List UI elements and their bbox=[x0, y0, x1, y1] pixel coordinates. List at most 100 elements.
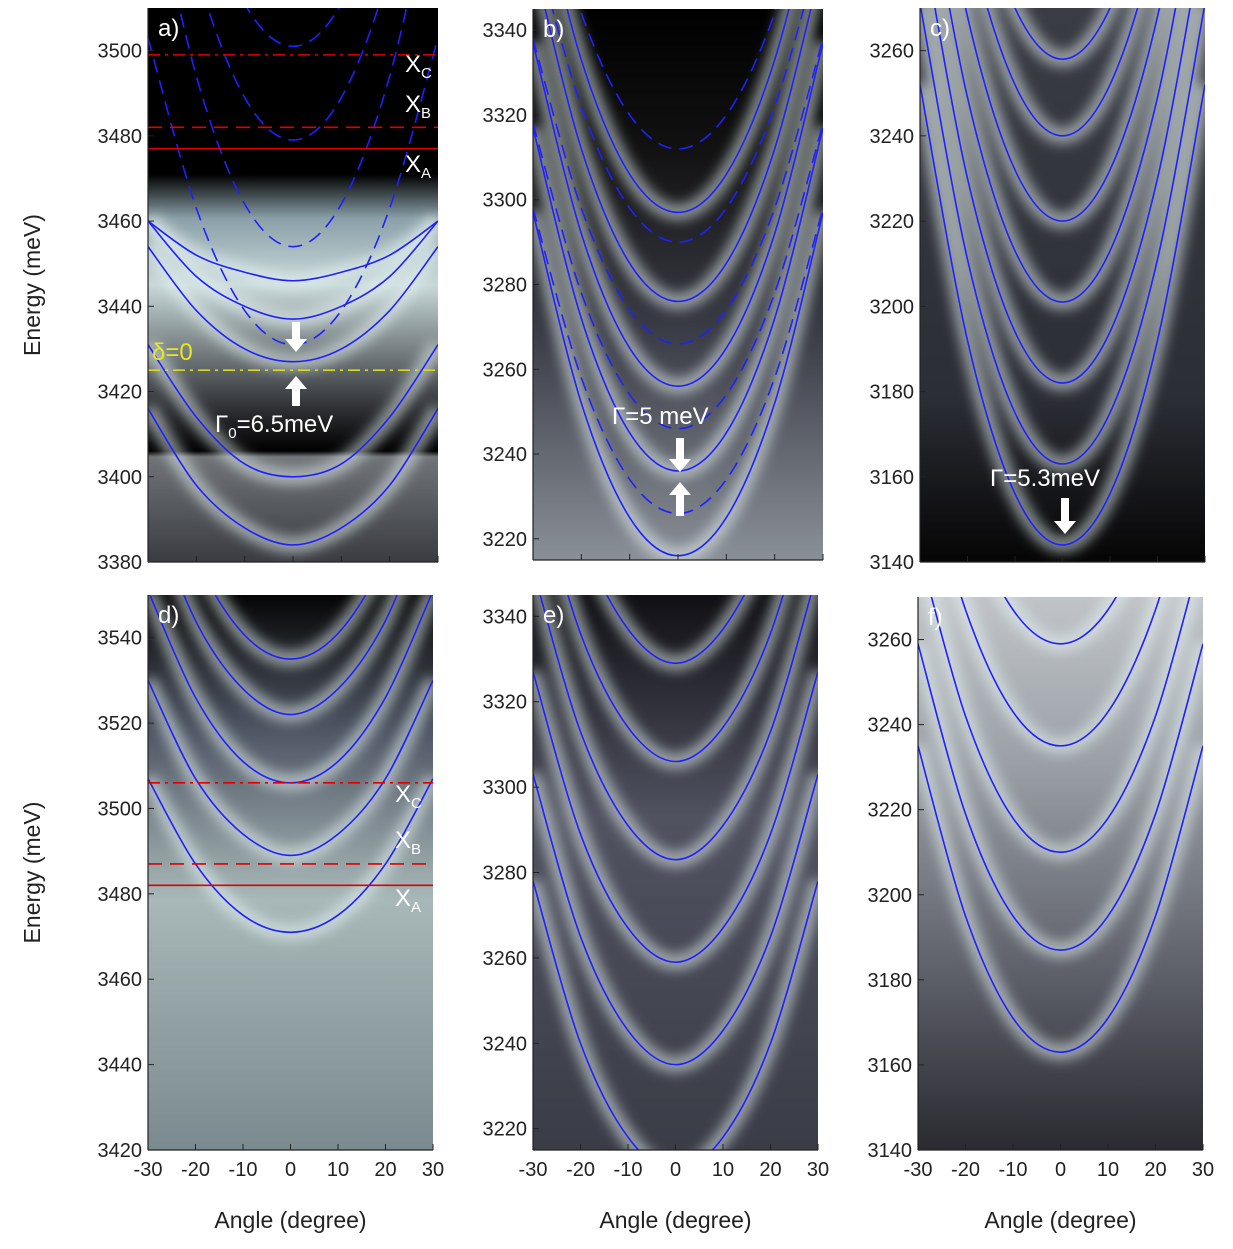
annotation: Γ=5.3meV bbox=[990, 465, 1100, 492]
y-tick-label: 3200 bbox=[870, 296, 915, 318]
x-tick-label: 10 bbox=[327, 1159, 349, 1181]
y-tick-label: 3240 bbox=[483, 444, 528, 466]
y-tick-label: 3540 bbox=[98, 628, 143, 650]
dispersion-curve bbox=[148, 344, 438, 478]
dispersion-curve bbox=[148, 680, 433, 857]
x-tick-label: -30 bbox=[519, 1159, 548, 1181]
y-tick-label: 3320 bbox=[483, 692, 528, 714]
x-tick-label: 0 bbox=[670, 1159, 681, 1181]
annotation: Γ0=6.5meV bbox=[215, 411, 333, 442]
x-tick-label: -30 bbox=[134, 1159, 163, 1181]
y-tick-label: 3460 bbox=[98, 969, 143, 991]
dispersion-curve bbox=[246, 8, 340, 48]
y-tick-label: 3280 bbox=[483, 863, 528, 885]
dispersion-curve bbox=[964, 8, 1161, 222]
x-tick-label: 30 bbox=[1192, 1159, 1214, 1181]
arrow bbox=[669, 482, 691, 516]
x-tick-label: 0 bbox=[1055, 1159, 1066, 1181]
y-tick-label: 3200 bbox=[868, 885, 913, 907]
annotation: δ=0 bbox=[152, 339, 193, 366]
panel-label: e) bbox=[543, 602, 564, 629]
y-tick-label: 3340 bbox=[483, 20, 528, 42]
dispersion-curve bbox=[178, 8, 408, 248]
y-tick-label: 3480 bbox=[98, 126, 143, 148]
annotation-subscript: A bbox=[421, 165, 431, 182]
x-tick-label: -10 bbox=[999, 1159, 1028, 1181]
y-tick-label: 3280 bbox=[483, 275, 528, 297]
y-axis-label: Energy (meV) bbox=[19, 214, 45, 356]
y-tick-label: 3340 bbox=[483, 606, 528, 628]
x-axis-label: Angle (degree) bbox=[599, 1207, 751, 1233]
y-tick-label: 3140 bbox=[870, 552, 915, 574]
annotation-subscript: C bbox=[411, 795, 422, 812]
y-tick-label: 3260 bbox=[483, 948, 528, 970]
y-tick-label: 3220 bbox=[483, 529, 528, 551]
y-tick-label: 3460 bbox=[98, 211, 143, 233]
annotation: XB bbox=[395, 827, 421, 858]
panel-label: f) bbox=[928, 604, 943, 631]
dispersion-curve bbox=[930, 597, 1191, 854]
y-tick-label: 3440 bbox=[98, 296, 143, 318]
annotation-text: X bbox=[395, 781, 411, 808]
arrow bbox=[669, 438, 691, 472]
y-tick-label: 3480 bbox=[98, 884, 143, 906]
plot-area bbox=[918, 597, 1203, 1061]
annotation: XC bbox=[405, 51, 432, 82]
y-tick-label: 3260 bbox=[868, 630, 913, 652]
dispersion-curve bbox=[539, 595, 812, 861]
annotation-text: X bbox=[395, 827, 411, 854]
panel-label: b) bbox=[543, 16, 564, 43]
plot-area bbox=[148, 595, 433, 941]
annotation-text: X bbox=[405, 91, 421, 118]
annotation-subscript: B bbox=[411, 841, 421, 858]
arrow bbox=[1054, 498, 1076, 534]
x-axis-label: Angle (degree) bbox=[214, 1207, 366, 1233]
annotation: XA bbox=[395, 885, 421, 916]
annotation-subscript: 0 bbox=[228, 425, 236, 442]
annotation-text: X bbox=[405, 151, 421, 178]
y-tick-label: 3440 bbox=[98, 1055, 143, 1077]
dispersion-curve bbox=[533, 42, 823, 388]
dispersion-curve bbox=[567, 595, 784, 763]
x-tick-label: -20 bbox=[566, 1159, 595, 1181]
annotation-text: X bbox=[395, 885, 411, 912]
y-tick-label: 3220 bbox=[868, 800, 913, 822]
dispersion-curve bbox=[918, 643, 1203, 951]
annotation-text: Γ bbox=[215, 411, 228, 438]
y-tick-label: 3300 bbox=[483, 190, 528, 212]
dispersion-curve bbox=[533, 671, 818, 963]
x-tick-label: -20 bbox=[181, 1159, 210, 1181]
annotation: Γ=5 meV bbox=[612, 403, 709, 430]
dispersion-curve bbox=[566, 9, 790, 214]
dispersion-curve bbox=[533, 774, 818, 1066]
y-tick-label: 3500 bbox=[98, 798, 143, 820]
y-tick-label: 3160 bbox=[868, 1055, 913, 1077]
annotation-rest: =5 meV bbox=[625, 403, 708, 430]
y-tick-label: 3160 bbox=[870, 467, 915, 489]
plot-area bbox=[148, 8, 438, 553]
dispersion-curve bbox=[148, 408, 438, 546]
dispersion-curve bbox=[148, 220, 438, 282]
x-tick-label: 20 bbox=[374, 1159, 396, 1181]
y-tick-label: 3260 bbox=[870, 41, 915, 63]
panel-label: d) bbox=[158, 602, 179, 629]
y-tick-label: 3260 bbox=[483, 359, 528, 381]
y-tick-label: 3220 bbox=[483, 1119, 528, 1141]
x-tick-label: 10 bbox=[1097, 1159, 1119, 1181]
x-tick-label: -10 bbox=[614, 1159, 643, 1181]
dispersion-curve bbox=[1003, 597, 1118, 645]
dispersion-curve bbox=[148, 246, 438, 363]
x-tick-label: 10 bbox=[712, 1159, 734, 1181]
annotation-subscript: C bbox=[421, 65, 432, 82]
annotation-text: X bbox=[405, 51, 421, 78]
annotation: XA bbox=[405, 151, 431, 182]
y-tick-label: 3320 bbox=[483, 105, 528, 127]
x-tick-label: 20 bbox=[759, 1159, 781, 1181]
y-tick-label: 3240 bbox=[483, 1033, 528, 1055]
dispersion-curve bbox=[920, 84, 1205, 546]
dispersion-curve bbox=[605, 595, 746, 665]
dispersion-curve bbox=[918, 745, 1203, 1053]
y-tick-label: 3180 bbox=[868, 970, 913, 992]
y-tick-label: 3420 bbox=[98, 1140, 143, 1162]
dispersion-curve bbox=[148, 220, 438, 320]
